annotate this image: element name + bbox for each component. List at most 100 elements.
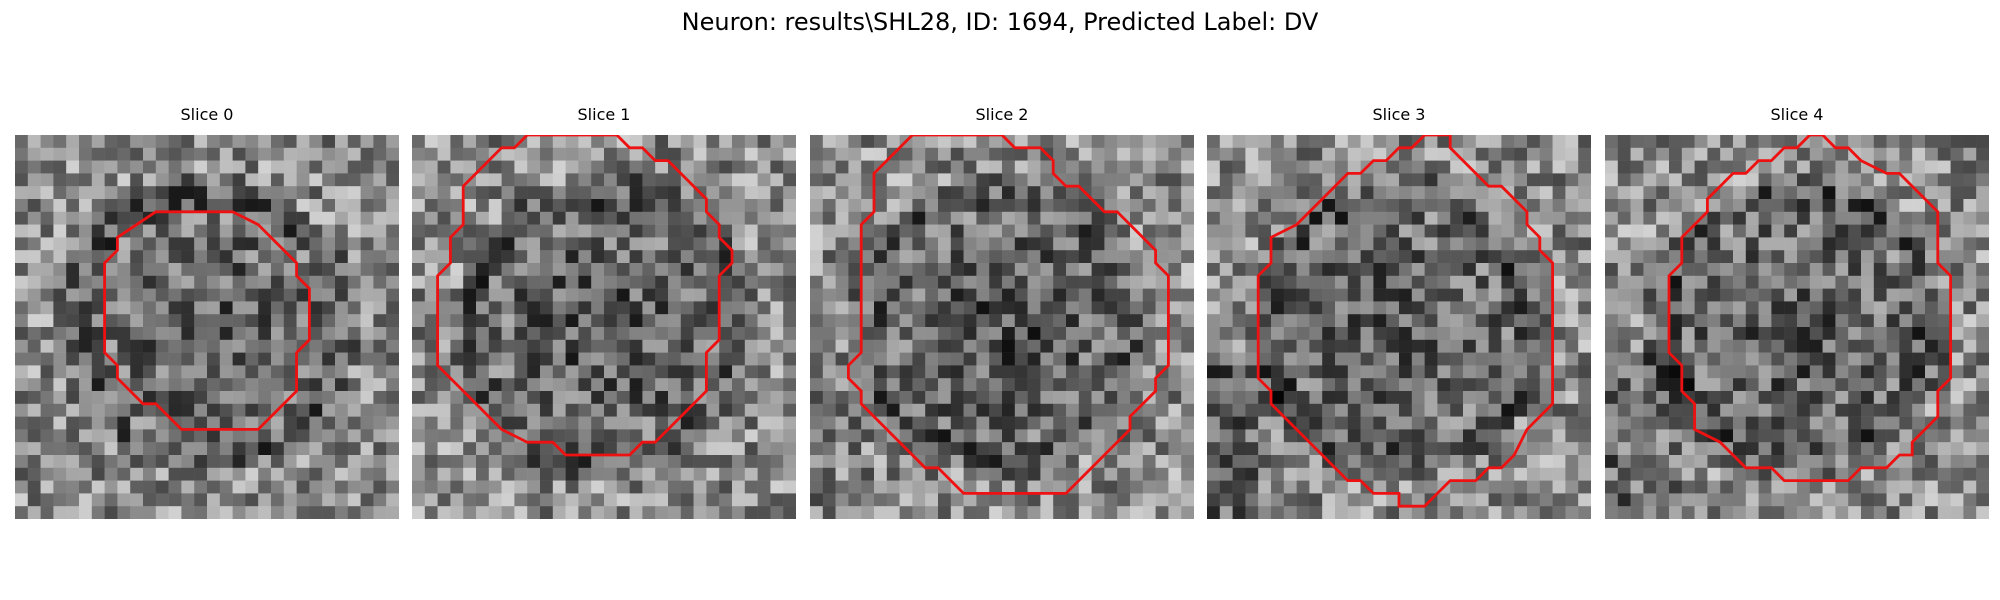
pixel (770, 147, 784, 161)
pixel (1809, 365, 1823, 379)
pixel (386, 455, 399, 469)
pixel (463, 224, 477, 238)
pixel (296, 391, 310, 405)
pixel (1912, 403, 1926, 417)
pixel (104, 391, 118, 405)
pixel (578, 455, 592, 469)
pixel (810, 314, 824, 328)
pixel (770, 339, 784, 353)
pixel (450, 288, 464, 302)
pixel (514, 506, 528, 519)
pixel (693, 352, 707, 366)
pixel (950, 455, 964, 469)
pixel (668, 275, 682, 289)
pixel (1219, 506, 1233, 519)
pixel (1450, 314, 1464, 328)
pixel (1809, 186, 1823, 200)
pixel (450, 314, 464, 328)
pixel (514, 455, 528, 469)
pixel (1835, 211, 1849, 225)
pixel (1002, 199, 1016, 213)
pixel (1873, 365, 1887, 379)
pixel (1950, 314, 1964, 328)
pixel (1771, 506, 1785, 519)
pixel (360, 327, 374, 341)
pixel (527, 480, 541, 494)
pixel (27, 480, 41, 494)
pixel (655, 250, 669, 264)
pixel (232, 327, 246, 341)
pixel (40, 263, 54, 277)
pixel (1552, 263, 1566, 277)
pixel (219, 493, 233, 507)
pixel (1078, 237, 1092, 251)
pixel (655, 339, 669, 353)
pixel (347, 186, 361, 200)
pixel (1142, 416, 1156, 430)
pixel (1937, 135, 1951, 149)
pixel (1296, 480, 1310, 494)
pixel (540, 352, 554, 366)
pixel (616, 250, 630, 264)
pixel (40, 288, 54, 302)
pixel (130, 135, 144, 149)
pixel (1848, 288, 1862, 302)
pixel (757, 160, 771, 174)
pixel (1335, 275, 1349, 289)
pixel (79, 173, 93, 187)
pixel (1578, 301, 1591, 315)
pixel (1669, 467, 1683, 481)
pixel (1950, 467, 1964, 481)
pixel (668, 352, 682, 366)
pixel (155, 186, 169, 200)
pixel (616, 455, 630, 469)
pixel (1027, 442, 1041, 456)
pixel (1296, 186, 1310, 200)
pixel (732, 275, 746, 289)
pixel (655, 135, 669, 149)
pixel (347, 135, 361, 149)
pixel (1809, 327, 1823, 341)
pixel (1552, 378, 1566, 392)
pixel (1733, 493, 1747, 507)
pixel (1207, 455, 1221, 469)
pixel (835, 288, 849, 302)
pixel (1707, 237, 1721, 251)
pixel (1937, 199, 1951, 213)
pixel (1475, 403, 1489, 417)
pixel (1309, 135, 1323, 149)
pixel (322, 173, 336, 187)
pixel (642, 314, 656, 328)
pixel (1399, 275, 1413, 289)
pixel (1617, 493, 1631, 507)
pixel (706, 493, 720, 507)
pixel (1617, 237, 1631, 251)
pixel (1681, 211, 1695, 225)
pixel (207, 365, 221, 379)
pixel (66, 467, 80, 481)
pixel (207, 237, 221, 251)
pixel (53, 442, 67, 456)
pixel (1207, 506, 1221, 519)
pixel (1296, 301, 1310, 315)
pixel (1258, 365, 1272, 379)
pixel (335, 186, 349, 200)
pixel (15, 199, 29, 213)
pixel (989, 480, 1003, 494)
pixel (1899, 327, 1913, 341)
pixel (1848, 455, 1862, 469)
pixel (1309, 147, 1323, 161)
pixel (296, 506, 310, 519)
pixel (1784, 403, 1798, 417)
pixel (1848, 327, 1862, 341)
pixel (1501, 429, 1515, 443)
pixel (1771, 263, 1785, 277)
pixel (1258, 211, 1272, 225)
pixel (335, 314, 349, 328)
pixel (117, 211, 131, 225)
pixel (27, 506, 41, 519)
pixel (976, 480, 990, 494)
pixel (27, 275, 41, 289)
pixel (1925, 378, 1939, 392)
pixel (514, 493, 528, 507)
